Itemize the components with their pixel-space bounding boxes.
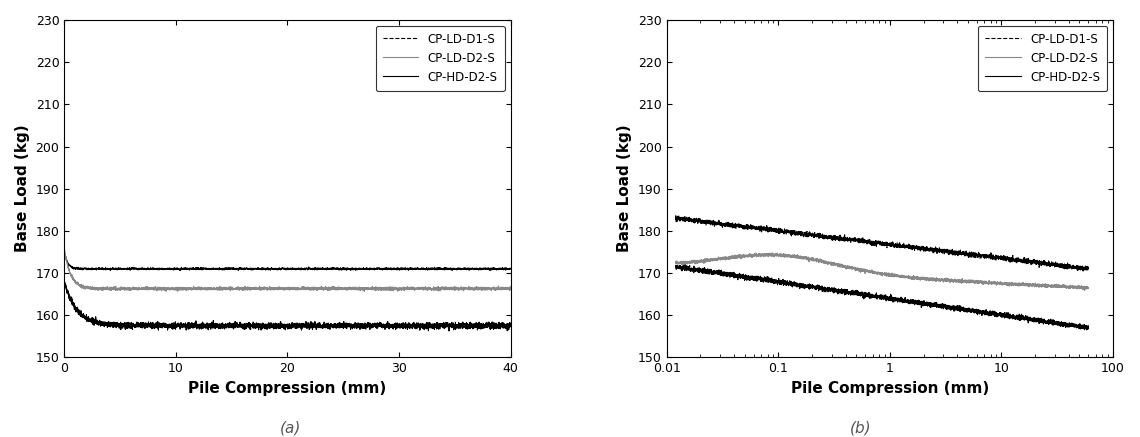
CP-LD-D1-S xyxy=(490,267,504,272)
Text: (b): (b) xyxy=(850,421,871,436)
CP-HD-D2-S xyxy=(678,262,692,267)
CP-LD-D2-S xyxy=(358,289,372,294)
CP-HD-D2-S xyxy=(842,290,856,295)
CP-LD-D1-S xyxy=(270,266,284,271)
CP-HD-D2-S xyxy=(58,280,72,285)
Line: CP-LD-D1-S: CP-LD-D1-S xyxy=(676,216,1089,271)
CP-LD-D2-S xyxy=(765,250,779,256)
CP-HD-D2-S xyxy=(57,281,71,286)
CP-LD-D2-S xyxy=(842,264,856,269)
CP-HD-D2-S xyxy=(245,324,259,329)
Legend: CP-LD-D1-S, CP-LD-D2-S, CP-HD-D2-S: CP-LD-D1-S, CP-LD-D2-S, CP-HD-D2-S xyxy=(978,26,1107,91)
CP-HD-D2-S xyxy=(669,264,683,269)
CP-LD-D1-S xyxy=(249,266,262,271)
CP-LD-D1-S xyxy=(245,267,259,272)
CP-HD-D2-S xyxy=(969,307,983,312)
CP-LD-D1-S xyxy=(1076,268,1090,274)
Legend: CP-LD-D1-S, CP-LD-D2-S, CP-HD-D2-S: CP-LD-D1-S, CP-LD-D2-S, CP-HD-D2-S xyxy=(376,26,505,91)
CP-HD-D2-S xyxy=(1082,323,1096,328)
CP-LD-D2-S xyxy=(57,248,71,253)
Line: CP-LD-D1-S: CP-LD-D1-S xyxy=(64,252,511,271)
CP-LD-D1-S xyxy=(1069,266,1083,271)
Line: CP-HD-D2-S: CP-HD-D2-S xyxy=(676,265,1089,330)
CP-LD-D1-S xyxy=(382,265,396,271)
Line: CP-HD-D2-S: CP-HD-D2-S xyxy=(64,283,511,331)
CP-HD-D2-S xyxy=(504,323,518,329)
CP-LD-D1-S xyxy=(504,266,518,271)
CP-HD-D2-S xyxy=(469,324,482,329)
CP-LD-D2-S xyxy=(865,267,879,272)
CP-LD-D2-S xyxy=(1077,288,1091,293)
CP-LD-D1-S xyxy=(1049,262,1062,267)
CP-LD-D1-S xyxy=(969,252,983,257)
CP-LD-D1-S xyxy=(467,266,481,271)
CP-HD-D2-S xyxy=(1069,322,1083,327)
CP-LD-D1-S xyxy=(669,213,683,218)
CP-LD-D1-S xyxy=(173,268,187,273)
CP-LD-D1-S xyxy=(57,249,71,254)
CP-HD-D2-S xyxy=(865,295,879,301)
Line: CP-LD-D2-S: CP-LD-D2-S xyxy=(64,250,511,291)
CP-HD-D2-S xyxy=(382,326,396,331)
CP-LD-D2-S xyxy=(1082,285,1096,291)
CP-LD-D2-S xyxy=(969,279,983,284)
CP-HD-D2-S xyxy=(442,328,456,333)
CP-LD-D1-S xyxy=(846,237,860,243)
CP-LD-D1-S xyxy=(842,236,856,241)
CP-LD-D2-S xyxy=(669,261,683,266)
CP-LD-D2-S xyxy=(846,264,860,270)
CP-LD-D2-S xyxy=(58,247,72,252)
CP-LD-D1-S xyxy=(669,214,683,219)
CP-LD-D1-S xyxy=(1082,267,1096,273)
CP-LD-D2-S xyxy=(249,285,262,291)
CP-HD-D2-S xyxy=(270,323,284,328)
CP-LD-D1-S xyxy=(865,243,879,248)
CP-LD-D2-S xyxy=(245,286,259,291)
CP-HD-D2-S xyxy=(249,323,262,328)
Y-axis label: Base Load (kg): Base Load (kg) xyxy=(618,125,633,253)
Text: (a): (a) xyxy=(280,421,301,436)
Y-axis label: Base Load (kg): Base Load (kg) xyxy=(15,125,30,253)
CP-LD-D2-S xyxy=(382,285,396,290)
CP-LD-D2-S xyxy=(469,285,482,291)
X-axis label: Pile Compression (mm): Pile Compression (mm) xyxy=(791,381,990,396)
CP-HD-D2-S xyxy=(490,323,504,328)
X-axis label: Pile Compression (mm): Pile Compression (mm) xyxy=(188,381,386,396)
CP-LD-D2-S xyxy=(490,285,504,291)
CP-LD-D2-S xyxy=(504,285,518,291)
CP-HD-D2-S xyxy=(846,288,860,294)
Line: CP-LD-D2-S: CP-LD-D2-S xyxy=(676,253,1089,291)
CP-LD-D2-S xyxy=(1049,284,1062,289)
CP-LD-D2-S xyxy=(270,286,284,291)
CP-LD-D2-S xyxy=(1069,283,1083,288)
CP-HD-D2-S xyxy=(1080,327,1093,333)
CP-HD-D2-S xyxy=(1049,320,1062,325)
